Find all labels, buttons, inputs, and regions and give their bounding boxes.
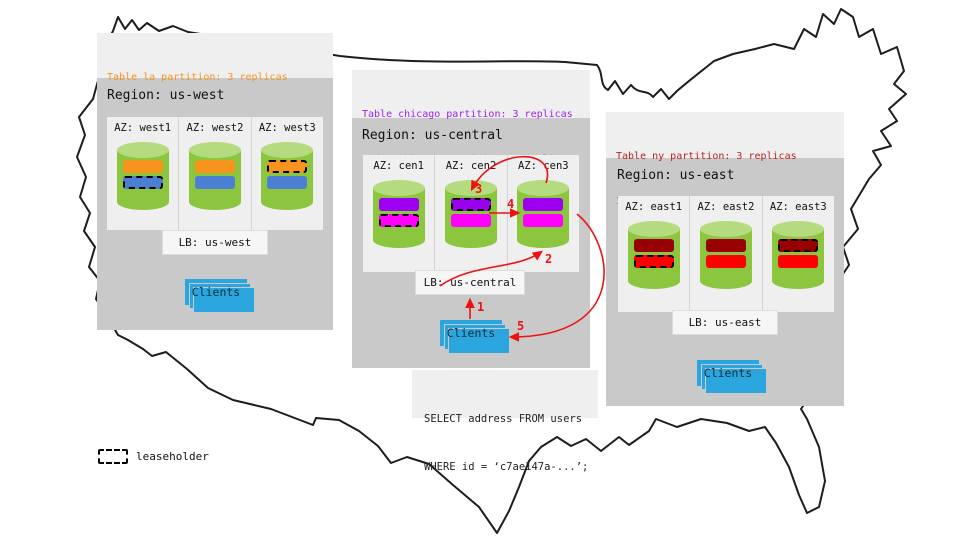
index-partition-replica (450, 214, 491, 227)
az-cen3: AZ: cen3 (508, 155, 579, 272)
az-group-us-west: AZ: west1 AZ: west2 AZ: west3 (107, 117, 323, 230)
index-partition-replica-leaseholder (378, 214, 419, 227)
clients-us-west: Clients (185, 279, 247, 305)
index-partition-replica (705, 255, 746, 268)
partition-annotation-us-west: Table la partition: 3 replicas Index la … (97, 33, 333, 128)
db-node-cylinder (772, 221, 825, 289)
leaseholder-label: leaseholder (136, 450, 209, 463)
az-west3: AZ: west3 (252, 117, 323, 230)
az-label: AZ: cen3 (518, 160, 569, 172)
region-title-us-east: Region: us-east (617, 168, 735, 183)
us-map-path (76, 8, 907, 534)
az-cen1: AZ: cen1 (363, 155, 436, 272)
load-balancer-us-west: LB: us-west (162, 230, 268, 255)
clients-us-central: Clients (440, 320, 502, 346)
index-partition-replica-leaseholder (633, 255, 674, 268)
load-balancer-us-central: LB: us-central (415, 270, 525, 295)
db-node-cylinder (188, 142, 241, 210)
az-label: AZ: west2 (186, 122, 244, 134)
load-balancer-us-east: LB: us-east (672, 310, 778, 335)
az-west1: AZ: west1 (107, 117, 180, 230)
az-label: AZ: west1 (114, 122, 172, 134)
db-node-cylinder (517, 180, 570, 248)
annotation-table-chicago: Table chicago partition: 3 replicas (362, 109, 573, 120)
clients-us-east: Clients (697, 360, 759, 386)
index-partition-replica-leaseholder (122, 176, 163, 189)
table-partition-replica (633, 239, 674, 252)
table-partition-replica (122, 160, 163, 173)
table-partition-replica (705, 239, 746, 252)
sql-query: SELECT address FROM users WHERE id = ‘c7… (412, 370, 598, 473)
az-label: AZ: cen1 (373, 160, 424, 172)
az-label: AZ: east3 (769, 201, 827, 213)
az-east2: AZ: east2 (690, 196, 763, 312)
sql-query-line1: SELECT address FROM users (424, 413, 583, 425)
partition-annotation-us-east: Table ny partition: 3 replicas Index ny … (606, 112, 844, 207)
leaseholder-swatch (98, 449, 128, 464)
db-node-cylinder (116, 142, 169, 210)
table-partition-replica-leaseholder (450, 198, 491, 211)
index-partition-replica (267, 176, 308, 189)
az-east1: AZ: east1 (618, 196, 691, 312)
partition-annotation-us-central: Table chicago partition: 3 replicas Inde… (352, 70, 590, 165)
az-label: AZ: east2 (697, 201, 755, 213)
az-group-us-central: AZ: cen1 AZ: cen2 AZ: cen3 (363, 155, 579, 272)
db-node-cylinder (627, 221, 680, 289)
sql-query-line2: WHERE id = ‘c7ae147a-...’; (424, 461, 589, 473)
table-partition-replica (194, 160, 235, 173)
index-partition-replica (523, 214, 564, 227)
az-group-us-east: AZ: east1 AZ: east2 AZ: east3 (618, 196, 834, 312)
region-title-us-west: Region: us-west (107, 88, 225, 103)
index-partition-replica (778, 255, 819, 268)
index-partition-replica (194, 176, 235, 189)
annotation-table-la: Table la partition: 3 replicas (107, 72, 288, 83)
db-node-cylinder (699, 221, 752, 289)
db-node-cylinder (372, 180, 425, 248)
az-label: AZ: west3 (258, 122, 316, 134)
az-west2: AZ: west2 (179, 117, 252, 230)
az-label: AZ: cen2 (445, 160, 497, 172)
db-node-cylinder (261, 142, 314, 210)
az-cen2: AZ: cen2 (435, 155, 508, 272)
table-partition-replica (378, 198, 419, 211)
table-partition-replica-leaseholder (778, 239, 819, 252)
annotation-table-ny: Table ny partition: 3 replicas (616, 151, 797, 162)
az-label: AZ: east1 (625, 201, 683, 213)
leaseholder-legend: leaseholder (98, 449, 209, 464)
table-partition-replica (523, 198, 564, 211)
az-east3: AZ: east3 (763, 196, 834, 312)
table-partition-replica-leaseholder (267, 160, 308, 173)
region-title-us-central: Region: us-central (362, 128, 503, 143)
db-node-cylinder (444, 180, 497, 248)
